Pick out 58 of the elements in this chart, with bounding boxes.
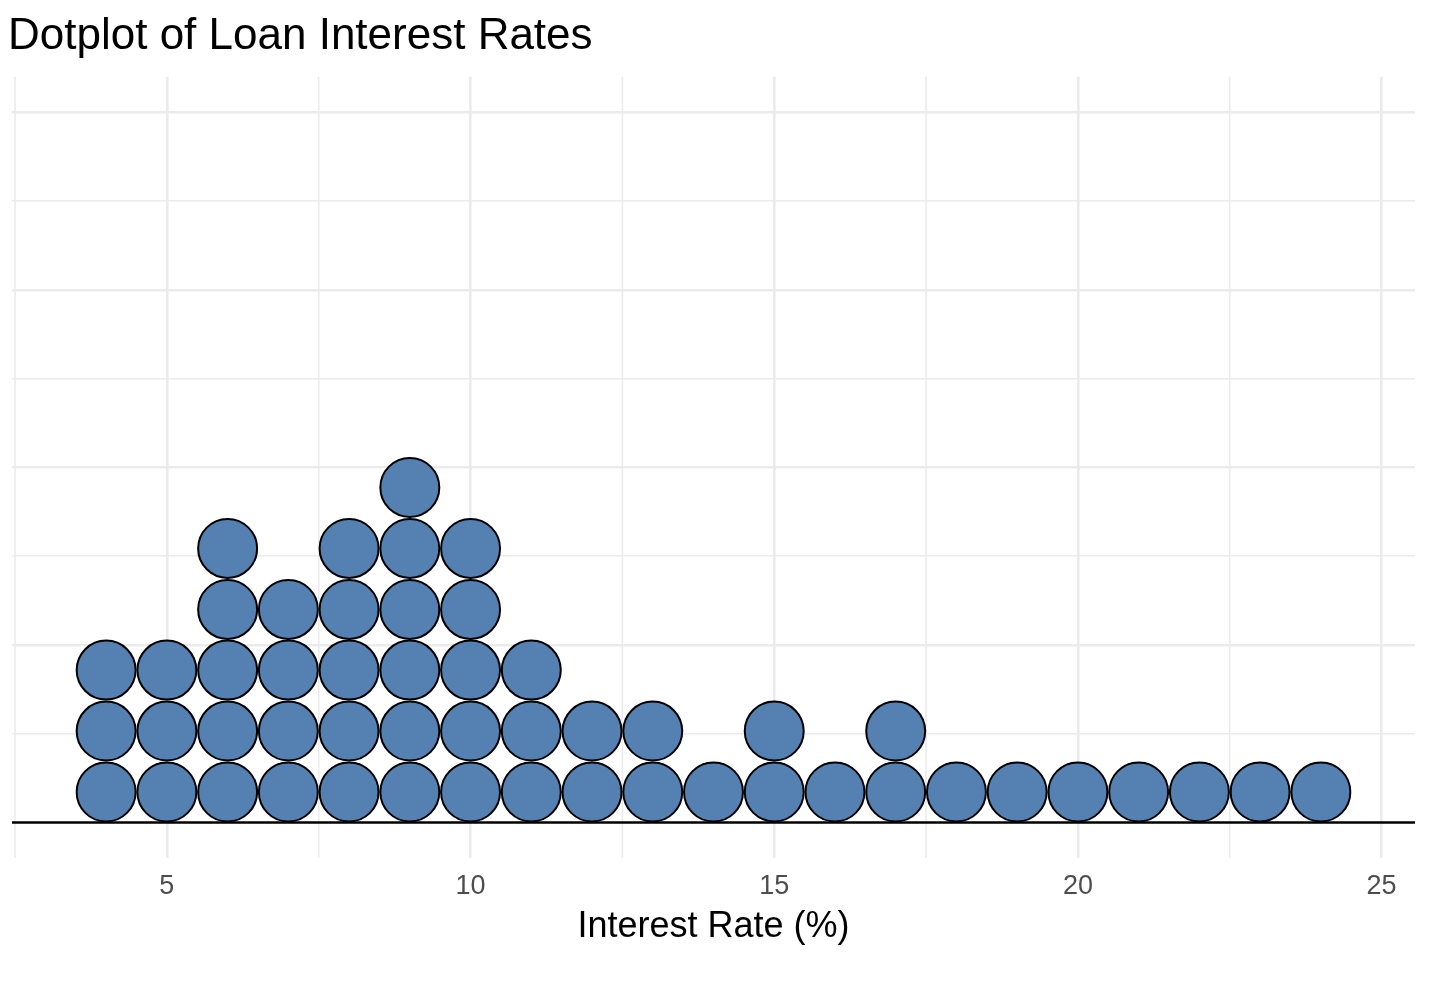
point [743, 700, 805, 762]
point [257, 700, 319, 762]
point [440, 578, 502, 640]
point [1168, 761, 1230, 823]
point [622, 761, 684, 823]
point [197, 700, 259, 762]
point [75, 700, 137, 762]
point [743, 761, 805, 823]
point [440, 700, 502, 762]
point [197, 761, 259, 823]
x-tick-label: 5 [159, 869, 175, 900]
point [136, 700, 198, 762]
x-tick-label: 25 [1366, 869, 1397, 900]
point [379, 639, 441, 701]
point [440, 517, 502, 579]
x-axis-title: Interest Rate (%) [577, 904, 850, 946]
point [318, 761, 380, 823]
point [318, 639, 380, 701]
point [257, 761, 319, 823]
point [925, 761, 987, 823]
x-tick-label: 20 [1062, 869, 1093, 900]
point [561, 700, 623, 762]
point [136, 761, 198, 823]
point [197, 578, 259, 640]
point [561, 761, 623, 823]
chart-title: Dotplot of Loan Interest Rates [8, 8, 593, 58]
point [379, 578, 441, 640]
point [865, 700, 927, 762]
point [683, 761, 744, 823]
point [440, 761, 502, 823]
point [318, 700, 380, 762]
point [257, 639, 319, 701]
point [500, 639, 562, 701]
point [379, 517, 441, 579]
point [1229, 761, 1291, 823]
point [75, 639, 137, 701]
point [197, 639, 259, 701]
point [1108, 761, 1170, 823]
point [318, 578, 380, 640]
point [75, 761, 137, 823]
point [865, 761, 927, 823]
point [804, 761, 866, 823]
point [197, 517, 259, 579]
x-tick-label: 15 [759, 869, 790, 900]
point [379, 761, 441, 823]
point [440, 639, 502, 701]
point [379, 700, 441, 762]
point [986, 761, 1048, 823]
point [500, 761, 562, 823]
point [318, 517, 380, 579]
x-tick-label: 10 [455, 869, 486, 900]
point [136, 639, 198, 701]
point [622, 700, 684, 762]
point [379, 457, 441, 518]
point [1047, 761, 1109, 823]
point [500, 700, 562, 762]
point [1290, 761, 1352, 823]
point [257, 578, 319, 640]
